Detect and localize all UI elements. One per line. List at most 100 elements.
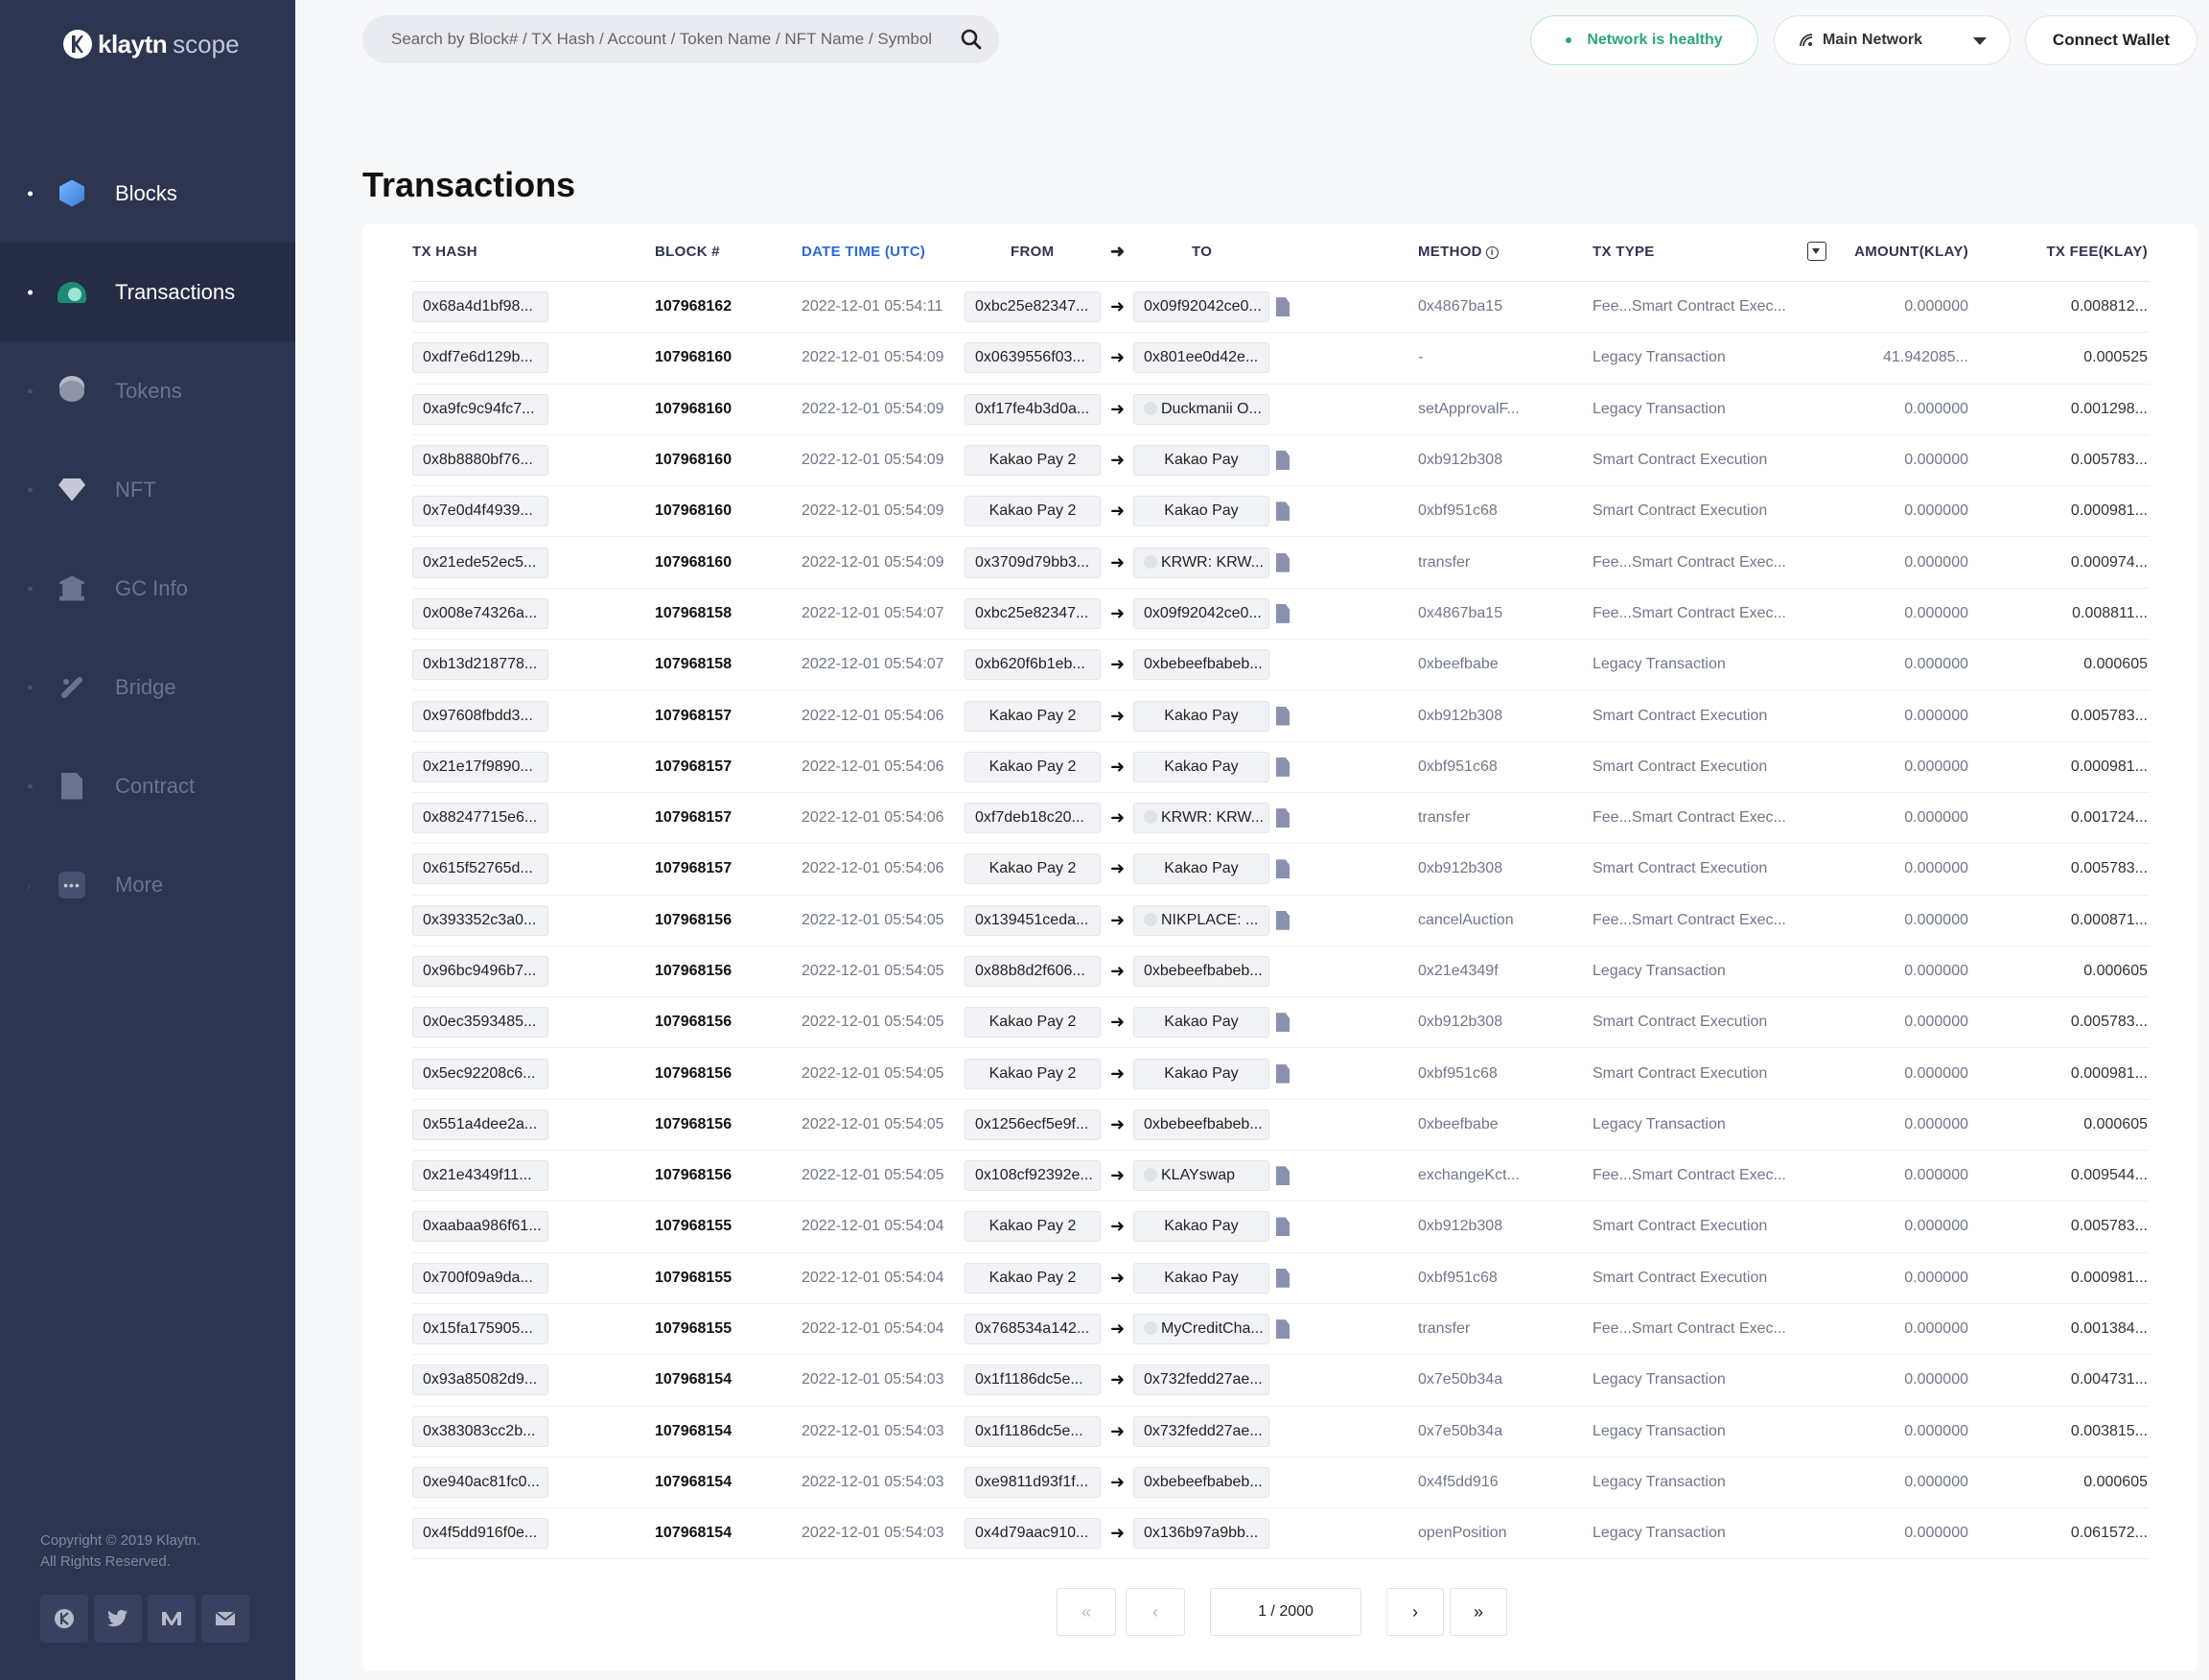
tx-hash-link[interactable]: 0x7e0d4f4939...	[412, 496, 548, 527]
to-address-link[interactable]: Duckmanii O...	[1133, 393, 1269, 425]
block-number-link[interactable]: 107968160	[655, 400, 732, 417]
to-address-link[interactable]: Kakao Pay	[1133, 853, 1269, 885]
tx-hash-link[interactable]: 0xb13d218778...	[412, 649, 548, 681]
to-address-link[interactable]: 0x801ee0d42e...	[1133, 342, 1269, 374]
to-address-link[interactable]: Kakao Pay	[1133, 445, 1269, 477]
block-number-link[interactable]: 107968160	[655, 349, 732, 366]
tx-hash-link[interactable]: 0x551a4dee2a...	[412, 1108, 548, 1140]
tx-hash-link[interactable]: 0x0ec3593485...	[412, 1007, 548, 1038]
sidebar-item-contract[interactable]: Contract	[0, 736, 295, 835]
from-address-link[interactable]: 0x768534a142...	[965, 1314, 1101, 1345]
tx-hash-link[interactable]: 0xe940ac81fc0...	[412, 1466, 548, 1498]
from-address-link[interactable]: Kakao Pay 2	[965, 496, 1101, 527]
block-number-link[interactable]: 107968160	[655, 553, 732, 571]
klaytn-link-button[interactable]	[40, 1595, 88, 1643]
twitter-link-button[interactable]	[94, 1595, 142, 1643]
to-address-link[interactable]: NIKPLACE: ...	[1133, 904, 1269, 936]
connect-wallet-button[interactable]: Connect Wallet	[2025, 15, 2197, 65]
to-address-link[interactable]: Kakao Pay	[1133, 1007, 1269, 1038]
tx-hash-link[interactable]: 0x5ec92208c6...	[412, 1058, 548, 1089]
block-number-link[interactable]: 107968156	[655, 911, 732, 928]
to-address-link[interactable]: Kakao Pay	[1133, 496, 1269, 527]
klaytn-scope-logo[interactable]: klaytn scope	[63, 27, 240, 61]
tx-hash-link[interactable]: 0x8b8880bf76...	[412, 445, 548, 477]
network-selector[interactable]: Main Network	[1774, 15, 2011, 65]
tx-hash-link[interactable]: 0x96bc9496b7...	[412, 956, 548, 987]
to-address-link[interactable]: Kakao Pay	[1133, 1262, 1269, 1294]
to-address-link[interactable]: 0xbebeefbabeb...	[1133, 649, 1269, 681]
from-address-link[interactable]: 0xbc25e82347...	[965, 292, 1101, 323]
tx-hash-link[interactable]: 0x393352c3a0...	[412, 904, 548, 936]
last-page-button[interactable]: »	[1450, 1588, 1507, 1636]
sidebar-item-blocks[interactable]: Blocks	[0, 144, 295, 243]
from-address-link[interactable]: Kakao Pay 2	[965, 751, 1101, 782]
block-number-link[interactable]: 107968154	[655, 1473, 732, 1490]
tx-hash-link[interactable]: 0x21e17f9890...	[412, 751, 548, 782]
tx-hash-link[interactable]: 0x615f52765d...	[412, 853, 548, 885]
sidebar-item-tokens[interactable]: Tokens	[0, 341, 295, 440]
tx-hash-link[interactable]: 0xa9fc9c94fc7...	[412, 393, 548, 425]
from-address-link[interactable]: Kakao Pay 2	[965, 853, 1101, 885]
search-input[interactable]	[391, 30, 947, 49]
tx-hash-link[interactable]: 0xaabaa986f61...	[412, 1211, 548, 1243]
search-icon[interactable]	[961, 29, 982, 50]
block-number-link[interactable]: 107968155	[655, 1269, 732, 1286]
block-number-link[interactable]: 107968157	[655, 758, 732, 775]
from-address-link[interactable]: 0xf7deb18c20...	[965, 803, 1101, 834]
page-indicator[interactable]: 1 / 2000	[1210, 1588, 1361, 1636]
block-number-link[interactable]: 107968154	[655, 1371, 732, 1388]
from-address-link[interactable]: 0xb620f6b1eb...	[965, 649, 1101, 681]
block-number-link[interactable]: 107968162	[655, 298, 732, 315]
next-page-button[interactable]: ›	[1386, 1588, 1444, 1636]
first-page-button[interactable]: «	[1057, 1588, 1116, 1636]
to-address-link[interactable]: Kakao Pay	[1133, 1058, 1269, 1089]
block-number-link[interactable]: 107968160	[655, 452, 732, 469]
tx-hash-link[interactable]: 0x700f09a9da...	[412, 1262, 548, 1294]
sidebar-item-nft[interactable]: NFT	[0, 440, 295, 539]
block-number-link[interactable]: 107968158	[655, 604, 732, 621]
block-number-link[interactable]: 107968158	[655, 656, 732, 673]
to-address-link[interactable]: Kakao Pay	[1133, 751, 1269, 782]
block-number-link[interactable]: 107968157	[655, 809, 732, 827]
from-address-link[interactable]: 0x4d79aac910...	[965, 1518, 1101, 1550]
to-address-link[interactable]: 0x732fedd27ae...	[1133, 1365, 1269, 1396]
from-address-link[interactable]: Kakao Pay 2	[965, 1007, 1101, 1038]
to-address-link[interactable]: KLAYswap	[1133, 1160, 1269, 1192]
from-address-link[interactable]: 0xf17fe4b3d0a...	[965, 393, 1101, 425]
from-address-link[interactable]: 0x88b8d2f606...	[965, 956, 1101, 987]
from-address-link[interactable]: 0x1f1186dc5e...	[965, 1415, 1101, 1447]
info-icon[interactable]: i	[1485, 245, 1499, 259]
block-number-link[interactable]: 107968156	[655, 1014, 732, 1031]
tx-hash-link[interactable]: 0x97608fbdd3...	[412, 700, 548, 732]
block-number-link[interactable]: 107968157	[655, 707, 732, 724]
to-address-link[interactable]: 0xbebeefbabeb...	[1133, 1466, 1269, 1498]
tx-hash-link[interactable]: 0x21e4349f11...	[412, 1160, 548, 1192]
block-number-link[interactable]: 107968154	[655, 1422, 732, 1439]
to-address-link[interactable]: Kakao Pay	[1133, 700, 1269, 732]
from-address-link[interactable]: Kakao Pay 2	[965, 1058, 1101, 1089]
tx-hash-link[interactable]: 0x88247715e6...	[412, 803, 548, 834]
block-number-link[interactable]: 107968160	[655, 502, 732, 520]
block-number-link[interactable]: 107968156	[655, 963, 732, 979]
from-address-link[interactable]: 0xbc25e82347...	[965, 597, 1101, 629]
tx-hash-link[interactable]: 0x15fa175905...	[412, 1314, 548, 1345]
filter-dropdown-icon[interactable]	[1807, 242, 1826, 261]
to-address-link[interactable]: 0xbebeefbabeb...	[1133, 1108, 1269, 1140]
block-number-link[interactable]: 107968154	[655, 1525, 732, 1542]
to-address-link[interactable]: Kakao Pay	[1133, 1211, 1269, 1243]
tx-hash-link[interactable]: 0x4f5dd916f0e...	[412, 1518, 548, 1550]
tx-hash-link[interactable]: 0x68a4d1bf98...	[412, 292, 548, 323]
block-number-link[interactable]: 107968156	[655, 1064, 732, 1082]
block-number-link[interactable]: 107968156	[655, 1167, 732, 1184]
medium-link-button[interactable]	[148, 1595, 196, 1643]
from-address-link[interactable]: Kakao Pay 2	[965, 1211, 1101, 1243]
from-address-link[interactable]: 0x0639556f03...	[965, 342, 1101, 374]
sidebar-item-more[interactable]: › ••• More	[0, 835, 295, 934]
to-address-link[interactable]: 0xbebeefbabeb...	[1133, 956, 1269, 987]
from-address-link[interactable]: 0x1f1186dc5e...	[965, 1365, 1101, 1396]
from-address-link[interactable]: 0xe9811d93f1f...	[965, 1466, 1101, 1498]
from-address-link[interactable]: Kakao Pay 2	[965, 700, 1101, 732]
from-address-link[interactable]: 0x1256ecf5e9f...	[965, 1108, 1101, 1140]
tx-hash-link[interactable]: 0x93a85082d9...	[412, 1365, 548, 1396]
block-number-link[interactable]: 107968157	[655, 860, 732, 877]
